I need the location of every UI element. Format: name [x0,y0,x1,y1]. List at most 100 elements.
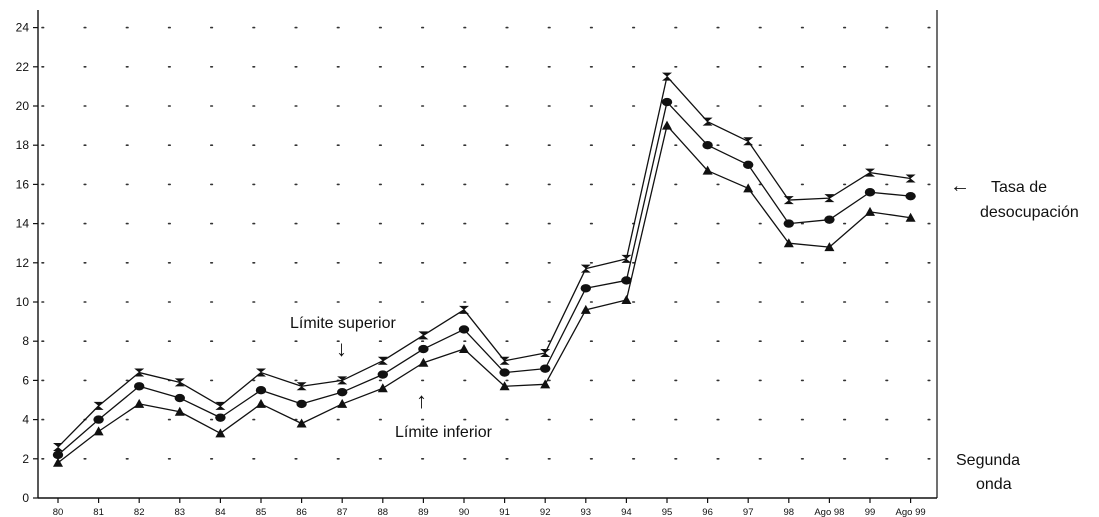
rate-label-line1: Tasa de [991,179,1047,196]
triangle-marker [580,304,591,314]
triangle-marker [418,357,429,367]
rate-arrow: ← [950,175,970,197]
lower-limit-arrow: ↑ [416,388,427,413]
hourglass-marker [53,443,63,452]
triangle-marker [662,120,672,130]
circle-marker [337,387,348,397]
x-tick-label: Ago 98 [814,507,844,517]
hourglass-marker [783,196,794,205]
triangle-marker [865,206,875,216]
series-circle [52,97,916,460]
triangle-marker [743,183,754,193]
hourglass-marker [702,117,713,126]
x-tick-label: 90 [459,507,470,517]
x-tick-label: 85 [256,507,267,517]
series-hourglass [53,72,916,452]
y-tick-label: 0 [22,491,29,505]
circle-marker [93,415,104,424]
x-ticks: 80 81 82 83 84 85 86 87 88 89 90 91 92 93 94 95 96 97 98 Ag… [53,498,926,517]
triangle-marker [702,165,713,175]
hourglass-marker [93,401,104,410]
circle-marker [174,393,185,403]
x-tick-label: Ago 99 [896,507,926,517]
x-tick-label: 92 [540,507,551,517]
x-tick-label: 97 [743,507,754,517]
wave-label-line2: onda [976,476,1012,493]
triangle-marker [905,212,916,222]
circle-marker [215,413,226,422]
circle-marker [864,188,876,197]
y-tick-label: 18 [16,138,30,152]
triangle-marker [499,381,510,391]
hourglass-marker [459,305,469,314]
triangle-marker [621,295,632,305]
hourglass-marker [215,401,226,410]
y-tick-label: 2 [22,452,29,466]
upper-limit-label: Límite superior [290,315,396,332]
x-tick-label: 83 [175,507,186,517]
x-tick-label: 93 [581,507,592,517]
x-tick-label: 89 [418,507,429,517]
circle-marker [458,325,470,334]
triangle-marker [783,238,794,248]
circle-marker [52,450,64,460]
circle-marker [499,368,510,377]
triangle-marker [824,242,835,252]
triangle-marker [256,398,266,408]
hourglass-marker [580,264,591,273]
rate-label-line2: desocupación [980,204,1079,221]
hourglass-marker [377,356,388,365]
triangle-marker [174,406,185,416]
y-tick-label: 8 [22,334,29,348]
hourglass-marker [662,72,672,81]
x-tick-label: 87 [337,507,348,517]
hourglass-marker [905,174,916,183]
series-line [57,75,911,448]
y-tick-label: 10 [16,295,30,309]
y-tick-label: 16 [16,177,30,191]
series-line [57,101,911,456]
triangle-marker [53,457,63,467]
triangle-marker [337,398,348,408]
y-tick-label: 6 [22,373,29,387]
x-tick-label: 84 [215,507,226,517]
x-tick-label: 81 [93,507,104,517]
x-tick-label: 86 [296,507,307,517]
x-tick-label: 99 [865,507,876,517]
hourglass-marker [296,382,307,391]
y-tick-label: 20 [16,99,30,113]
triangle-marker [134,398,145,408]
grid [41,26,934,460]
x-tick-label: 88 [378,507,389,517]
hourglass-marker [174,378,185,387]
y-tick-label: 14 [16,217,30,231]
upper-limit-arrow: ↓ [336,336,347,361]
triangle-marker [377,383,388,393]
hourglass-marker [418,331,429,340]
hourglass-marker [134,368,145,377]
x-tick-label: 95 [662,507,673,517]
x-tick-label: 91 [499,507,510,517]
lower-limit-label: Límite inferior [395,424,493,441]
circle-marker [377,370,388,379]
circle-marker [743,160,754,169]
y-tick-label: 4 [22,413,29,427]
circle-marker [580,284,591,293]
circle-marker [783,219,794,228]
circle-marker [418,344,429,354]
circle-marker [296,399,307,409]
circle-marker [540,364,551,373]
y-tick-label: 24 [16,21,30,35]
hourglass-marker [824,194,835,203]
hourglass-marker [743,137,754,146]
circle-marker [905,191,916,201]
x-tick-label: 82 [134,507,145,517]
x-tick-label: 94 [621,507,632,517]
series-triangle [53,120,916,467]
series-line [57,124,911,464]
hourglass-marker [499,356,510,365]
hourglass-marker [540,348,551,357]
circle-marker [255,386,267,395]
